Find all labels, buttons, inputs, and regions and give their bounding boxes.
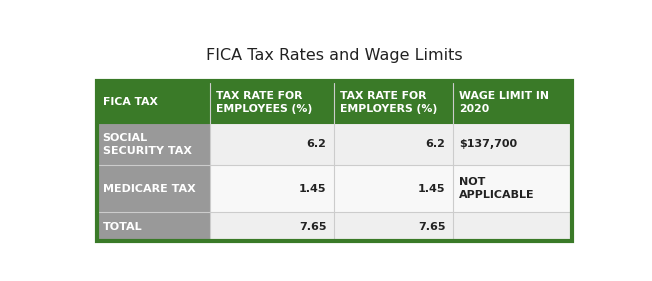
Text: SOCIAL
SECURITY TAX: SOCIAL SECURITY TAX bbox=[103, 133, 192, 156]
Text: TAX RATE FOR
EMPLOYERS (%): TAX RATE FOR EMPLOYERS (%) bbox=[340, 91, 437, 114]
Bar bbox=[334, 123, 453, 165]
Text: 1.45: 1.45 bbox=[418, 183, 445, 194]
Bar bbox=[96, 123, 211, 165]
Bar bbox=[334, 165, 453, 212]
Text: MEDICARE TAX: MEDICARE TAX bbox=[103, 183, 196, 194]
Bar bbox=[211, 212, 334, 241]
Bar bbox=[453, 212, 572, 241]
Text: 6.2: 6.2 bbox=[306, 139, 327, 149]
Text: $137,700: $137,700 bbox=[459, 139, 517, 149]
Text: FICA Tax Rates and Wage Limits: FICA Tax Rates and Wage Limits bbox=[206, 48, 462, 63]
Bar bbox=[334, 212, 453, 241]
Text: NOT
APPLICABLE: NOT APPLICABLE bbox=[459, 177, 535, 200]
Bar bbox=[453, 165, 572, 212]
Text: 1.45: 1.45 bbox=[299, 183, 327, 194]
Text: TOTAL: TOTAL bbox=[103, 222, 142, 232]
Bar bbox=[453, 123, 572, 165]
Text: WAGE LIMIT IN
2020: WAGE LIMIT IN 2020 bbox=[459, 91, 549, 114]
Text: 6.2: 6.2 bbox=[426, 139, 445, 149]
Text: TAX RATE FOR
EMPLOYEES (%): TAX RATE FOR EMPLOYEES (%) bbox=[216, 91, 313, 114]
Bar bbox=[211, 123, 334, 165]
Text: 7.65: 7.65 bbox=[418, 222, 445, 232]
Text: 7.65: 7.65 bbox=[299, 222, 327, 232]
Bar bbox=[96, 212, 211, 241]
Bar bbox=[96, 81, 572, 123]
Text: FICA TAX: FICA TAX bbox=[103, 97, 158, 107]
Bar bbox=[211, 165, 334, 212]
Bar bbox=[96, 165, 211, 212]
Bar bbox=[96, 81, 572, 241]
